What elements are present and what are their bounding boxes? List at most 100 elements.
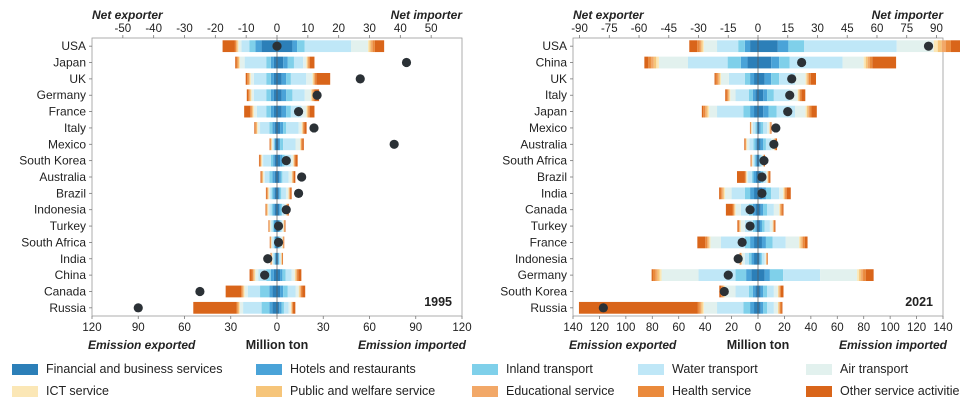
bar-segment-exported bbox=[270, 269, 274, 282]
bar-segment-exported bbox=[272, 138, 274, 151]
bar-segment-exported bbox=[687, 56, 728, 69]
bar-segment-exported bbox=[750, 236, 755, 249]
bar-segment-exported bbox=[756, 122, 758, 134]
bar-segment-imported bbox=[872, 56, 897, 69]
bar-segment-exported bbox=[244, 285, 248, 298]
bar-segment-exported bbox=[273, 187, 275, 200]
bar-segment-imported bbox=[779, 187, 784, 200]
bar-segment-imported bbox=[292, 89, 305, 102]
bar-segment-imported bbox=[285, 187, 289, 200]
bar-segment-exported bbox=[698, 269, 736, 282]
bar-segment-exported bbox=[249, 72, 251, 85]
bar-segment-exported bbox=[738, 40, 745, 53]
bottom-tick-label: 60 bbox=[178, 322, 191, 334]
bar-segment-imported bbox=[306, 105, 308, 118]
bar-segment-imported bbox=[310, 89, 312, 102]
net-balance-dot bbox=[787, 74, 797, 84]
bar-segment-exported bbox=[756, 138, 758, 151]
bar-segment-exported bbox=[238, 40, 242, 53]
bar-segment-imported bbox=[785, 187, 787, 200]
legend-item: Public and welfare service bbox=[256, 384, 435, 398]
bar-segment-exported bbox=[658, 56, 688, 69]
bottom-tick-label: 0 bbox=[755, 322, 761, 334]
bar-segment-imported bbox=[782, 203, 784, 216]
net-exporter-label: Net exporter bbox=[573, 8, 645, 22]
category-label: Brazil bbox=[56, 186, 86, 200]
bar-segment-imported bbox=[896, 40, 934, 53]
bar-segment-exported bbox=[749, 138, 754, 151]
bar-segment-exported bbox=[246, 89, 249, 102]
bar-segment-exported bbox=[689, 40, 698, 53]
bar-segment-imported bbox=[277, 252, 279, 265]
bar-segment-imported bbox=[277, 154, 281, 167]
category-label: Indonesia bbox=[515, 252, 567, 266]
bar-segment-imported bbox=[280, 252, 282, 265]
bar-segment-imported bbox=[765, 138, 772, 151]
bar-segment-imported bbox=[773, 285, 778, 298]
bar-segment-imported bbox=[314, 72, 317, 85]
bar-segment-exported bbox=[701, 301, 703, 314]
bar-segment-exported bbox=[235, 56, 237, 69]
bar-segment-exported bbox=[751, 252, 755, 265]
bar-segment-exported bbox=[270, 220, 272, 232]
bar-segment-exported bbox=[743, 105, 751, 118]
bar-segment-exported bbox=[737, 220, 739, 232]
bar-segment-imported bbox=[296, 269, 298, 282]
bar-segment-exported bbox=[273, 89, 277, 102]
bottom-tick-label: 0 bbox=[274, 322, 280, 334]
bar-segment-exported bbox=[248, 89, 250, 102]
legend-item: Water transport bbox=[638, 362, 758, 376]
bar-segment-imported bbox=[809, 105, 812, 118]
bar-segment-exported bbox=[236, 40, 237, 53]
bar-segment-exported bbox=[709, 105, 718, 118]
bar-segment-imported bbox=[277, 301, 280, 314]
category-label: China bbox=[536, 56, 568, 70]
bar-segment-exported bbox=[657, 269, 660, 282]
bar-segment-exported bbox=[225, 285, 242, 298]
bar-segment-imported bbox=[306, 56, 308, 69]
bar-segment-imported bbox=[777, 301, 779, 314]
category-label: Turkey bbox=[531, 219, 567, 233]
bar-segment-exported bbox=[705, 236, 708, 249]
bar-segment-exported bbox=[734, 203, 736, 216]
bar-segment-exported bbox=[725, 89, 727, 102]
category-label: Germany bbox=[518, 268, 567, 282]
bar-segment-exported bbox=[730, 89, 736, 102]
bar-segment-imported bbox=[799, 89, 801, 102]
bar-segment-exported bbox=[243, 285, 245, 298]
bar-segment-imported bbox=[781, 203, 783, 216]
bar-segment-exported bbox=[754, 301, 758, 314]
bar-segment-imported bbox=[763, 203, 768, 216]
bar-segment-exported bbox=[249, 40, 256, 53]
bar-segment-exported bbox=[706, 105, 708, 118]
legend-label: Water transport bbox=[672, 362, 758, 376]
bar-segment-exported bbox=[248, 72, 250, 85]
year-label: 1995 bbox=[424, 295, 452, 309]
bar-segment-imported bbox=[290, 187, 292, 200]
bar-segment-imported bbox=[785, 236, 799, 249]
top-tick-label: -75 bbox=[601, 23, 618, 35]
net-balance-dot bbox=[737, 237, 747, 248]
bar-segment-exported bbox=[272, 220, 274, 232]
bar-segment-exported bbox=[247, 285, 261, 298]
bar-segment-exported bbox=[701, 105, 704, 118]
bar-segment-exported bbox=[266, 89, 271, 102]
bar-segment-exported bbox=[754, 105, 758, 118]
bar-segment-exported bbox=[266, 72, 271, 85]
bar-segment-imported bbox=[783, 269, 821, 282]
bar-segment-imported bbox=[286, 105, 291, 118]
bar-segment-exported bbox=[752, 285, 756, 298]
bar-segment-imported bbox=[281, 105, 287, 118]
bar-segment-imported bbox=[304, 89, 311, 102]
bar-segment-exported bbox=[272, 301, 277, 314]
category-label: France bbox=[530, 235, 568, 249]
category-label: South Africa bbox=[502, 154, 567, 168]
bar-segment-imported bbox=[277, 138, 279, 151]
bar-segment-exported bbox=[251, 89, 254, 102]
bar-segment-exported bbox=[236, 40, 238, 53]
bar-segment-imported bbox=[842, 56, 864, 69]
top-tick-label: -30 bbox=[690, 23, 707, 35]
bar-segment-imported bbox=[306, 72, 313, 85]
bar-segment-exported bbox=[250, 72, 254, 85]
bar-segment-exported bbox=[269, 301, 273, 314]
